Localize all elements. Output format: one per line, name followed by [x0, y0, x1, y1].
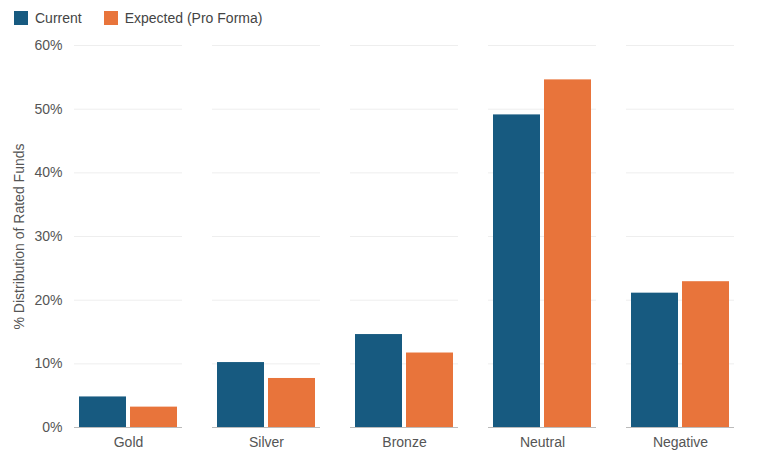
svg-text:Gold: Gold — [114, 434, 144, 450]
svg-text:40%: 40% — [34, 164, 62, 180]
svg-text:10%: 10% — [34, 355, 62, 371]
html-text:Expected (Pro Forma): Expected (Pro Forma) — [124, 9, 263, 26]
svg-text:60%: 60% — [34, 37, 62, 53]
html-text:Current: Current — [35, 9, 82, 26]
svg-text:20%: 20% — [34, 292, 62, 308]
svg-text:50%: 50% — [34, 101, 62, 117]
svg-text:Silver: Silver — [249, 434, 284, 450]
svg-text:Neutral: Neutral — [520, 434, 565, 450]
svg-text:0%: 0% — [42, 419, 62, 435]
svg-text:% Distribution of Rated Funds: % Distribution of Rated Funds — [11, 144, 27, 330]
svg-text:Bronze: Bronze — [382, 434, 427, 450]
svg-text:Negative: Negative — [653, 434, 708, 450]
svg-text:30%: 30% — [34, 228, 62, 244]
